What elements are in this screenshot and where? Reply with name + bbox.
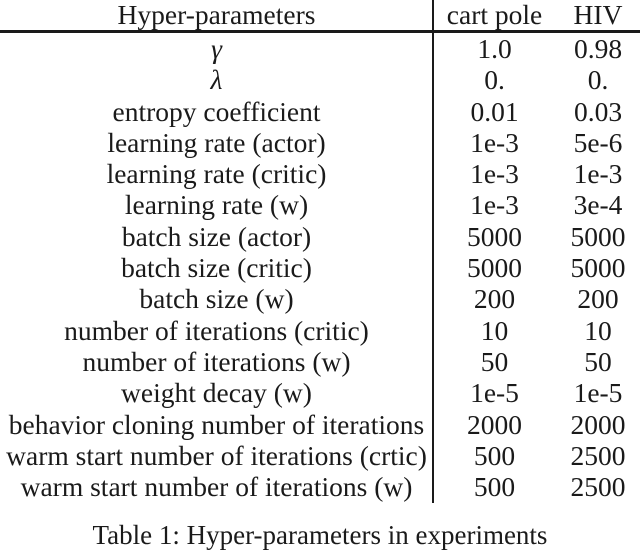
table-row: learning rate (actor) 1e-3 5e-6	[0, 127, 640, 158]
row-cart-pole-value: 1e-5	[470, 377, 519, 409]
row-cart-pole-value: 1e-3	[470, 158, 519, 190]
table-body: γ 1.0 0.98 λ 0. 0. entropy coefficient 0…	[0, 33, 640, 502]
table-row: λ 0. 0.	[0, 64, 640, 95]
table-row: γ 1.0 0.98	[0, 33, 640, 64]
row-cart-pole-value: 500	[473, 471, 516, 503]
table-row: behavior cloning number of iterations 20…	[0, 409, 640, 440]
table-row: number of iterations (critic) 10 10	[0, 315, 640, 346]
table-row: learning rate (critic) 1e-3 1e-3	[0, 158, 640, 189]
row-parameter-label: warm start number of iterations (crtic)	[6, 439, 427, 471]
table-row: warm start number of iterations (crtic) …	[0, 440, 640, 471]
row-cart-pole-value: 5000	[467, 220, 522, 252]
row-hiv-value: 5000	[570, 252, 626, 284]
row-parameter-label: number of iterations (w)	[82, 345, 351, 377]
table-row: warm start number of iterations (w) 500 …	[0, 471, 640, 502]
row-cart-pole-value: 50	[480, 345, 509, 377]
row-hiv-value: 2500	[570, 439, 626, 471]
header-hyperparameters: Hyper-parameters	[117, 0, 316, 30]
row-cart-pole-value: 2000	[467, 408, 522, 440]
row-hiv-value: 5000	[570, 220, 626, 252]
row-hiv-value: 0.	[587, 64, 609, 96]
row-parameter-label: number of iterations (critic)	[64, 314, 369, 346]
row-parameter-label: γ	[211, 33, 222, 64]
table-caption: Table 1: Hyper-parameters in experiments	[92, 520, 548, 550]
row-hiv-value: 2000	[570, 408, 626, 440]
table-row: batch size (critic) 5000 5000	[0, 252, 640, 283]
row-cart-pole-value: 1.0	[477, 33, 512, 64]
row-parameter-label: learning rate (critic)	[106, 158, 327, 190]
row-cart-pole-value: 0.	[484, 64, 505, 96]
row-parameter-label: warm start number of iterations (w)	[20, 471, 413, 503]
header-hiv: HIV	[573, 0, 623, 30]
row-cart-pole-value: 10	[480, 314, 509, 346]
row-parameter-label: behavior cloning number of iterations	[8, 408, 425, 440]
row-hiv-value: 1e-3	[573, 158, 623, 190]
row-hiv-value: 50	[584, 345, 612, 377]
table-row: entropy coefficient 0.01 0.03	[0, 96, 640, 127]
row-hiv-value: 0.03	[573, 95, 623, 127]
header-rule	[0, 30, 640, 33]
row-cart-pole-value: 5000	[467, 252, 522, 284]
row-hiv-value: 5e-6	[573, 126, 623, 158]
table-header-row: Hyper-parameters cart pole HIV	[0, 0, 640, 30]
row-parameter-label: learning rate (actor)	[107, 126, 326, 158]
row-hiv-value: 2500	[570, 471, 626, 503]
table-row: weight decay (w) 1e-5 1e-5	[0, 377, 640, 408]
row-hiv-value: 10	[584, 314, 612, 346]
row-hiv-value: 3e-4	[573, 189, 623, 221]
table-row: batch size (actor) 5000 5000	[0, 221, 640, 252]
row-hiv-value: 200	[577, 283, 619, 315]
row-cart-pole-value: 200	[473, 283, 516, 315]
row-parameter-label: weight decay (w)	[121, 377, 312, 409]
row-cart-pole-value: 1e-3	[470, 189, 519, 221]
row-parameter-label: learning rate (w)	[124, 189, 309, 221]
row-parameter-label: entropy coefficient	[112, 95, 321, 127]
row-cart-pole-value: 500	[473, 439, 516, 471]
row-hiv-value: 1e-5	[573, 377, 623, 409]
table-row: number of iterations (w) 50 50	[0, 346, 640, 377]
column-divider-rule	[432, 0, 434, 503]
row-hiv-value: 0.98	[573, 33, 623, 64]
table-row: batch size (w) 200 200	[0, 283, 640, 314]
row-parameter-label: batch size (w)	[139, 283, 294, 315]
row-parameter-label: batch size (critic)	[121, 252, 312, 284]
row-parameter-label: batch size (actor)	[121, 220, 312, 252]
row-cart-pole-value: 1e-3	[470, 126, 519, 158]
table-row: learning rate (w) 1e-3 3e-4	[0, 189, 640, 220]
header-cart-pole: cart pole	[446, 0, 543, 30]
row-cart-pole-value: 0.01	[470, 95, 519, 127]
row-parameter-label: λ	[210, 64, 223, 96]
